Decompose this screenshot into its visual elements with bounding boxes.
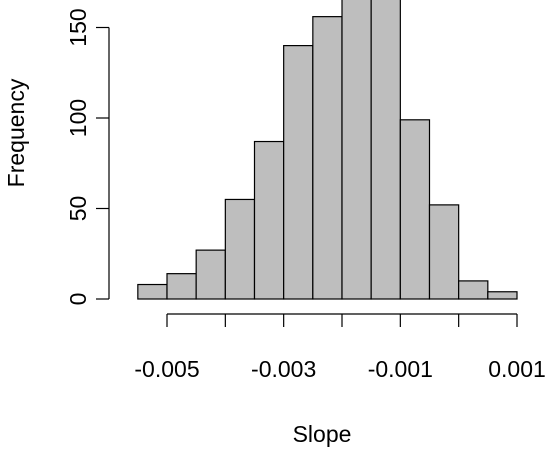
y-tick-label: 0 xyxy=(65,293,91,306)
y-tick-label: 150 xyxy=(65,8,91,46)
histogram-bar xyxy=(428,204,460,300)
histogram-bars xyxy=(137,0,518,300)
histogram-bar xyxy=(370,0,401,300)
histogram-bar xyxy=(487,291,518,300)
histogram-bar xyxy=(399,119,431,300)
histogram-bar xyxy=(224,198,256,300)
y-tick-label: 100 xyxy=(65,99,91,137)
x-tick-label: -0.005 xyxy=(134,356,199,382)
histogram-bar xyxy=(312,16,343,300)
histogram-bar xyxy=(166,273,197,300)
histogram-bar xyxy=(458,280,489,300)
x-axis-title: Slope xyxy=(293,421,352,447)
histogram-bar xyxy=(341,0,372,300)
y-axis: 0 50 100 150 xyxy=(65,8,110,306)
y-axis-title: Frequency xyxy=(3,78,29,187)
histogram-bar xyxy=(283,44,314,300)
histogram-bar xyxy=(253,140,285,300)
x-axis: -0.005 -0.003 -0.001 0.001 xyxy=(134,313,546,382)
x-tick-label: -0.003 xyxy=(251,356,316,382)
y-tick-label: 50 xyxy=(65,196,91,222)
x-tick-label: -0.001 xyxy=(368,356,433,382)
histogram-bar xyxy=(137,283,168,300)
x-tick-label: 0.001 xyxy=(488,356,546,382)
histogram-bar xyxy=(195,249,226,300)
